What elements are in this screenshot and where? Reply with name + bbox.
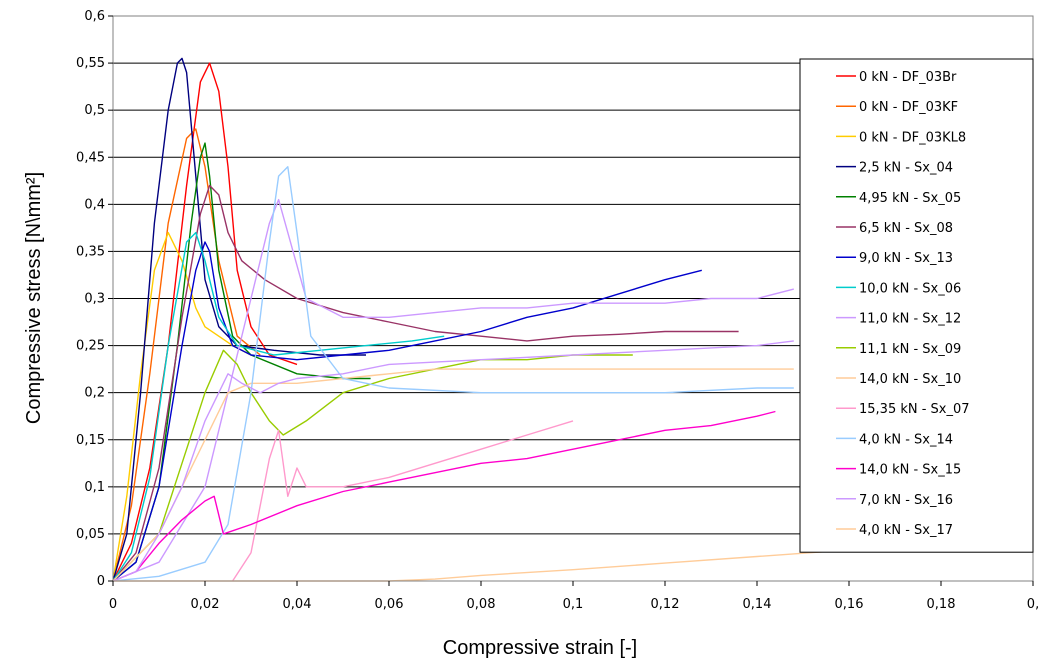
x-tick-label: 0,06 xyxy=(375,597,404,612)
legend-label: 4,95 kN - Sx_05 xyxy=(859,191,961,206)
legend-label: 0 kN - DF_03KL8 xyxy=(859,130,966,145)
series-line xyxy=(232,420,574,582)
y-tick-label: 0,4 xyxy=(84,197,105,212)
x-tick-label: 0,1 xyxy=(563,597,584,612)
legend-label: 0 kN - DF_03KF xyxy=(859,100,958,115)
series-line xyxy=(112,57,366,582)
y-tick-label: 0,2 xyxy=(84,386,105,401)
legend-label: 4,0 kN - Sx_14 xyxy=(859,432,953,447)
series-line xyxy=(112,231,252,582)
x-tick-label: 0, xyxy=(1027,597,1039,612)
y-tick-label: 0 xyxy=(97,574,105,589)
series-lines xyxy=(112,57,1034,582)
series-line xyxy=(112,231,445,582)
series-line xyxy=(112,368,794,582)
y-tick-label: 0,25 xyxy=(76,339,105,354)
x-tick-label: 0,16 xyxy=(835,597,864,612)
legend-label: 6,5 kN - Sx_08 xyxy=(859,221,953,236)
series-line xyxy=(112,349,633,582)
legend-label: 14,0 kN - Sx_10 xyxy=(859,372,961,387)
series-line xyxy=(112,62,298,582)
series-line xyxy=(112,165,794,582)
y-tick-label: 0,15 xyxy=(76,433,105,448)
series-line xyxy=(112,142,371,582)
legend-label: 11,0 kN - Sx_12 xyxy=(859,312,961,327)
x-axis-title: Compressive strain [-] xyxy=(443,637,638,659)
legend-box xyxy=(799,58,1034,553)
legend-label: 10,0 kN - Sx_06 xyxy=(859,281,961,296)
y-tick-label: 0,05 xyxy=(76,527,105,542)
legend-label: 15,35 kN - Sx_07 xyxy=(859,402,970,417)
legend-label: 0 kN - DF_03Br xyxy=(859,70,957,85)
y-tick-label: 0,55 xyxy=(76,56,105,71)
legend-label: 11,1 kN - Sx_09 xyxy=(859,342,961,357)
y-tick-label: 0,5 xyxy=(84,103,105,118)
legend-label: 2,5 kN - Sx_04 xyxy=(859,161,953,176)
x-tick-label: 0,14 xyxy=(743,597,772,612)
y-tick-label: 0,35 xyxy=(76,244,105,259)
series-line xyxy=(112,340,794,582)
series-line xyxy=(112,241,702,582)
legend-label: 14,0 kN - Sx_15 xyxy=(859,463,961,478)
series-line xyxy=(112,184,739,582)
legend-label: 4,0 kN - Sx_17 xyxy=(859,523,953,538)
x-tick-label: 0,18 xyxy=(927,597,956,612)
x-tick-label: 0,08 xyxy=(467,597,496,612)
legend-label: 7,0 kN - Sx_16 xyxy=(859,493,953,508)
x-tick-label: 0,12 xyxy=(651,597,680,612)
y-tick-label: 0,6 xyxy=(84,9,105,24)
x-tick-label: 0,02 xyxy=(191,597,220,612)
legend[interactable]: 0 kN - DF_03Br 0 kN - DF_03KF 0 kN - DF_03… xyxy=(799,58,1034,553)
series-line xyxy=(112,410,776,582)
y-axis-title: Compressive stress [N\mm²] xyxy=(23,172,45,424)
axes: 0 0,05 0,1 0,15 0,2 0,25 0,3 0,35 0,4 0,45 0,5 0,55… xyxy=(76,9,1039,612)
y-tick-label: 0,45 xyxy=(76,150,105,165)
legend-label: 9,0 kN - Sx_13 xyxy=(859,251,953,266)
y-tick-label: 0,1 xyxy=(84,480,105,495)
x-tick-label: 0 xyxy=(109,597,117,612)
x-tick-label: 0,04 xyxy=(283,597,312,612)
y-tick-label: 0,3 xyxy=(84,292,105,307)
series-line xyxy=(112,128,261,582)
